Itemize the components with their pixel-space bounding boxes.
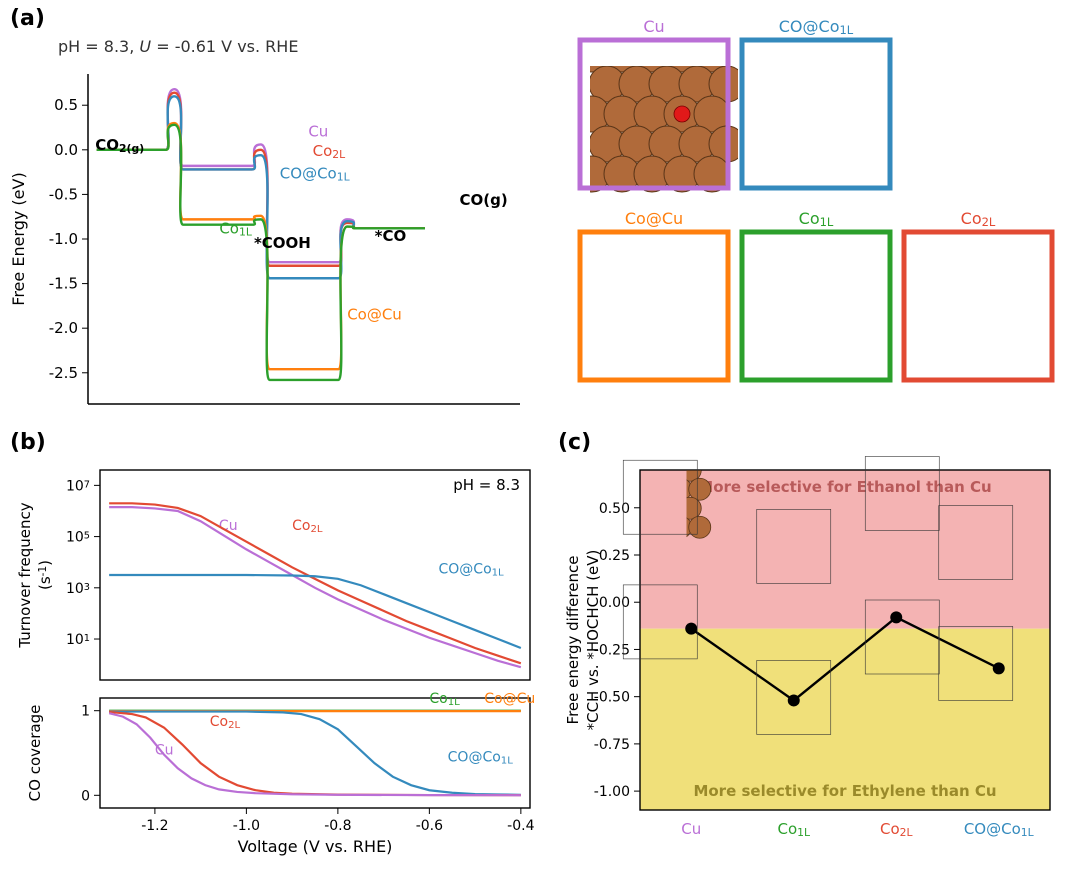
- thumb-Cu: Cu: [574, 17, 745, 192]
- svg-text:-1.2: -1.2: [141, 818, 168, 834]
- svg-text:-0.8: -0.8: [324, 818, 351, 834]
- svg-text:Co1L: Co1L: [219, 220, 252, 239]
- svg-text:Co@Cu: Co@Cu: [347, 305, 402, 323]
- svg-text:CO coverage: CO coverage: [26, 705, 44, 802]
- svg-text:Co2L: Co2L: [210, 714, 241, 731]
- svg-text:-1.5: -1.5: [49, 275, 78, 293]
- svg-text:0.50: 0.50: [599, 501, 630, 517]
- panel-c-selectivity: More selective for Ethanol than Cu More s…: [560, 450, 1070, 870]
- svg-text:-0.4: -0.4: [507, 818, 534, 834]
- svg-text:Co1L: Co1L: [777, 820, 810, 839]
- svg-text:Co2L: Co2L: [292, 518, 323, 535]
- svg-text:CO@Co1L: CO@Co1L: [779, 17, 854, 37]
- svg-text:Free energy difference: Free energy difference: [564, 556, 582, 725]
- svg-text:*COOH: *COOH: [254, 234, 311, 252]
- panel-a-thumbnails: Cu CO@Co1L Co@Cu Co1L Co2L: [570, 14, 1070, 414]
- svg-text:CO@Co1L: CO@Co1L: [280, 164, 350, 183]
- svg-text:Co2L: Co2L: [880, 820, 913, 839]
- svg-text:Cu: Cu: [643, 17, 664, 36]
- svg-text:(s-1): (s-1): [36, 560, 54, 590]
- svg-text:Voltage (V vs. RHE): Voltage (V vs. RHE): [238, 837, 393, 856]
- svg-text:0.0: 0.0: [54, 141, 78, 159]
- svg-text:Cu: Cu: [681, 820, 701, 838]
- svg-text:Co@Cu: Co@Cu: [625, 209, 683, 228]
- svg-text:Co2L: Co2L: [313, 142, 346, 161]
- svg-text:pH = 8.3: pH = 8.3: [453, 476, 520, 494]
- svg-text:-1.0: -1.0: [49, 230, 78, 248]
- svg-text:101: 101: [66, 632, 90, 648]
- thumb-Co1L: Co1L: [736, 209, 907, 384]
- svg-text:-0.5: -0.5: [49, 185, 78, 203]
- svg-text:-2.0: -2.0: [49, 319, 78, 337]
- svg-text:-2.5: -2.5: [49, 364, 78, 382]
- svg-text:More selective for Ethanol tha: More selective for Ethanol than Cu: [698, 478, 991, 496]
- svg-text:Co2L: Co2L: [961, 209, 996, 229]
- svg-text:Turnover frequency: Turnover frequency: [16, 502, 34, 648]
- svg-text:*CO: *CO: [375, 227, 407, 245]
- svg-text:*CCH vs. *HOCHCH (eV): *CCH vs. *HOCHCH (eV): [584, 550, 602, 731]
- svg-text:0.5: 0.5: [54, 96, 78, 114]
- svg-text:CO@Co1L: CO@Co1L: [964, 820, 1034, 839]
- svg-text:Co1L: Co1L: [429, 691, 460, 708]
- svg-text:CO(g): CO(g): [460, 191, 508, 209]
- svg-text:-0.6: -0.6: [416, 818, 443, 834]
- svg-text:0.25: 0.25: [599, 548, 630, 564]
- svg-text:103: 103: [66, 581, 90, 597]
- thumb-CO_at_Co1L: CO@Co1L: [736, 17, 907, 192]
- svg-text:Co1L: Co1L: [799, 209, 834, 229]
- svg-text:1: 1: [81, 704, 90, 720]
- svg-text:0.00: 0.00: [599, 595, 630, 611]
- svg-text:-1.0: -1.0: [233, 818, 260, 834]
- svg-text:More selective for Ethylene th: More selective for Ethylene than Cu: [693, 782, 996, 800]
- svg-text:CO2(g): CO2(g): [95, 136, 144, 155]
- svg-text:105: 105: [66, 530, 90, 546]
- panel-a-energy-diagram: -2.5 -2.0 -1.5 -1.0 -0.5 0.0 0.5 Free Energy (e…: [0, 10, 560, 420]
- svg-text:CO@Co1L: CO@Co1L: [439, 562, 505, 579]
- thumb-Co2L: Co2L: [887, 209, 1070, 384]
- svg-text:107: 107: [66, 478, 90, 494]
- svg-text:0: 0: [81, 788, 90, 804]
- svg-text:Free Energy (eV): Free Energy (eV): [9, 172, 28, 305]
- svg-text:Cu: Cu: [308, 122, 328, 140]
- panel-b-tof-coverage: 101 103 105 107 Turnover frequency(s-1) pH = …: [0, 450, 560, 870]
- svg-text:Cu: Cu: [155, 743, 174, 759]
- svg-text:Co@Cu: Co@Cu: [484, 691, 535, 707]
- svg-text:CO@Co1L: CO@Co1L: [448, 749, 514, 766]
- svg-text:-1.00: -1.00: [594, 784, 630, 800]
- svg-text:pH = 8.3, U = -0.61 V vs. RHE: pH = 8.3, U = -0.61 V vs. RHE: [58, 37, 298, 56]
- svg-text:-0.75: -0.75: [594, 737, 630, 753]
- thumb-Co_at_Cu: Co@Cu: [574, 209, 745, 384]
